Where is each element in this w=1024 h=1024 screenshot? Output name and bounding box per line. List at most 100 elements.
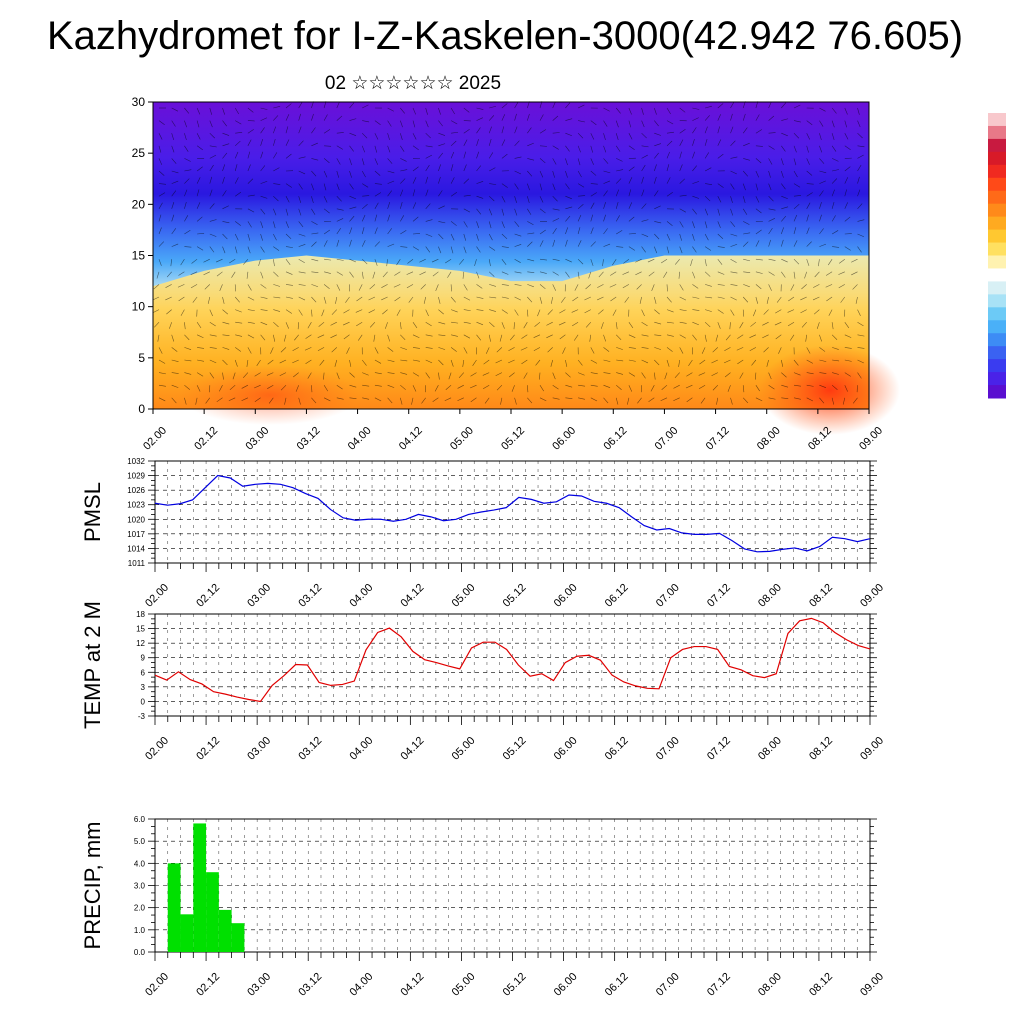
wind-barb — [412, 107, 417, 115]
wind-barb — [534, 321, 541, 327]
wind-barb — [311, 183, 315, 191]
wind-barb — [184, 169, 192, 172]
wind-barb — [157, 334, 160, 342]
wind-barb — [412, 334, 420, 339]
wind-barb — [615, 133, 619, 140]
wind-barb — [565, 384, 573, 388]
wind-barb — [692, 127, 697, 134]
wind-barb — [420, 284, 426, 290]
wind-barb — [571, 309, 579, 313]
wind-barb — [323, 114, 328, 121]
wind-barb — [374, 227, 378, 235]
x-tick-label: 08.00 — [756, 971, 784, 999]
wind-barb — [311, 258, 319, 262]
wind-barb — [844, 133, 849, 140]
wind-barb — [311, 196, 314, 203]
wind-barb — [602, 259, 604, 267]
wind-barb — [158, 183, 166, 185]
wind-barb — [857, 219, 865, 222]
wind-barb — [373, 334, 376, 342]
wind-barb — [184, 359, 192, 362]
y-tick-label: 1020 — [127, 515, 145, 524]
wind-barb — [825, 284, 833, 288]
wind-barb — [438, 120, 443, 127]
x-tick-label: 04.00 — [347, 735, 375, 763]
wind-barb — [488, 139, 492, 146]
wind-barb — [612, 259, 617, 266]
wind-barb — [394, 271, 401, 276]
x-tick-label: 07.12 — [705, 971, 733, 999]
wind-barb — [857, 203, 863, 210]
colorbar-segment — [988, 333, 1006, 347]
wind-barb — [412, 246, 420, 251]
wind-barb — [184, 201, 187, 209]
y-tick-label: 18 — [136, 610, 145, 619]
wind-barb — [489, 296, 497, 299]
wind-barb — [323, 170, 328, 178]
wind-barb — [260, 139, 263, 146]
wind-barb — [400, 178, 406, 184]
wind-barb — [793, 227, 797, 235]
x-tick-label: 05.12 — [501, 582, 529, 610]
wind-barb — [793, 359, 799, 366]
wind-barb — [489, 183, 497, 185]
wind-barb — [362, 195, 370, 197]
wind-barb — [730, 397, 733, 405]
wind-barb — [273, 106, 281, 109]
wind-barb — [565, 102, 571, 109]
wind-barb — [650, 385, 655, 392]
wind-barb — [730, 284, 738, 286]
wind-barb — [474, 259, 477, 266]
wind-barb — [768, 208, 776, 211]
wind-barb — [724, 372, 731, 378]
wind-barb — [235, 321, 243, 324]
wind-barb — [273, 296, 281, 299]
wind-barb — [666, 140, 673, 147]
colorbar-segment — [988, 113, 1006, 127]
wind-barb — [482, 372, 490, 376]
wind-barb — [679, 164, 683, 172]
wind-barb — [679, 208, 686, 213]
wind-barb — [496, 384, 503, 391]
wind-barb — [825, 271, 833, 276]
wind-barb — [450, 221, 457, 226]
x-tick-label: 07.00 — [654, 971, 682, 999]
wind-barb — [739, 322, 744, 329]
wind-barb — [425, 309, 429, 317]
wind-barb — [730, 156, 738, 159]
wind-barb — [565, 239, 568, 247]
wind-barb — [539, 397, 547, 402]
wind-barb — [628, 372, 635, 377]
wind-barb — [260, 221, 264, 229]
wind-barb — [547, 309, 553, 315]
wind-barb — [362, 120, 370, 123]
wind-barb — [751, 359, 757, 366]
wind-barb — [819, 133, 822, 140]
wind-barb — [520, 347, 528, 351]
wind-barb — [476, 117, 483, 121]
wind-barb — [692, 271, 696, 279]
wind-barb — [222, 120, 228, 127]
wind-barb — [826, 296, 833, 302]
wind-barb — [298, 397, 301, 405]
series-line — [154, 617, 871, 703]
x-tick-label: 02.12 — [192, 425, 220, 453]
wind-barb — [804, 271, 807, 279]
wind-barb — [463, 284, 468, 291]
wind-barb — [216, 271, 223, 277]
wind-barb — [270, 347, 274, 354]
wind-barb — [425, 372, 430, 379]
wind-barb — [209, 334, 217, 337]
wind-barb — [648, 397, 655, 403]
wind-barb — [285, 309, 293, 314]
wind-barb — [311, 397, 317, 404]
wind-barb — [857, 233, 865, 238]
wind-barb — [533, 347, 541, 352]
wind-barb — [743, 258, 751, 262]
wind-barb — [425, 233, 433, 237]
wind-barb — [463, 164, 467, 172]
wind-barb — [781, 183, 786, 190]
wind-barb — [425, 219, 433, 222]
wind-barb — [273, 309, 281, 312]
wind-barb — [463, 233, 467, 241]
